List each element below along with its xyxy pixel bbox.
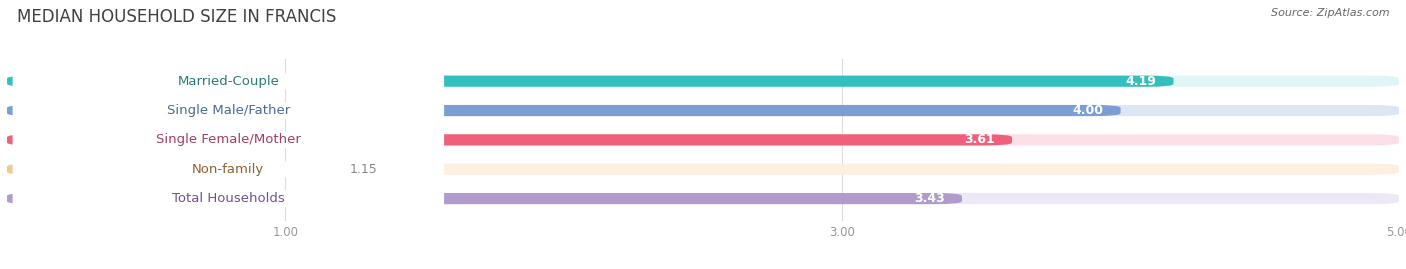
FancyBboxPatch shape [13, 73, 444, 89]
Text: 3.43: 3.43 [914, 192, 945, 205]
FancyBboxPatch shape [7, 76, 1399, 87]
FancyBboxPatch shape [13, 132, 444, 148]
Text: Married-Couple: Married-Couple [177, 75, 280, 88]
Text: 4.19: 4.19 [1126, 75, 1157, 88]
Text: MEDIAN HOUSEHOLD SIZE IN FRANCIS: MEDIAN HOUSEHOLD SIZE IN FRANCIS [17, 8, 336, 26]
Text: Total Households: Total Households [172, 192, 285, 205]
FancyBboxPatch shape [7, 164, 1399, 175]
FancyBboxPatch shape [13, 190, 444, 207]
FancyBboxPatch shape [7, 76, 1174, 87]
FancyBboxPatch shape [7, 134, 1399, 146]
FancyBboxPatch shape [7, 164, 328, 175]
Text: 1.15: 1.15 [350, 163, 377, 176]
Text: 3.61: 3.61 [965, 133, 995, 146]
FancyBboxPatch shape [13, 161, 444, 177]
FancyBboxPatch shape [13, 102, 444, 119]
FancyBboxPatch shape [7, 105, 1121, 116]
FancyBboxPatch shape [7, 134, 1012, 146]
FancyBboxPatch shape [7, 193, 1399, 204]
Text: 4.00: 4.00 [1073, 104, 1104, 117]
Text: Single Female/Mother: Single Female/Mother [156, 133, 301, 146]
Text: Source: ZipAtlas.com: Source: ZipAtlas.com [1271, 8, 1389, 18]
Text: Single Male/Father: Single Male/Father [167, 104, 290, 117]
FancyBboxPatch shape [7, 193, 962, 204]
Text: Non-family: Non-family [193, 163, 264, 176]
FancyBboxPatch shape [7, 105, 1399, 116]
